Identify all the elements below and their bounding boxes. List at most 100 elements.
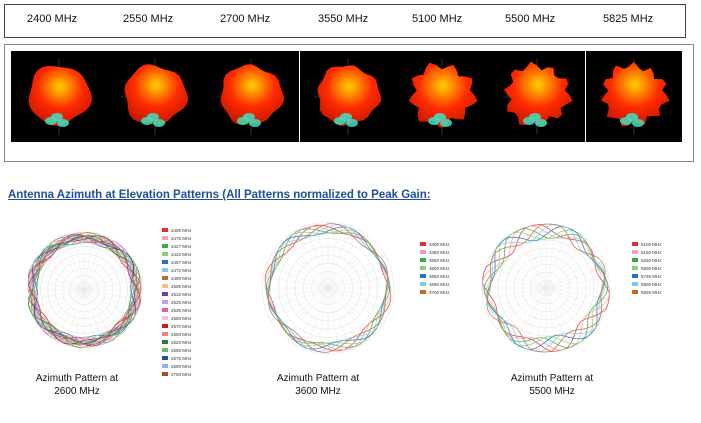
- legend-label: 2525 MHz: [171, 299, 192, 305]
- legend-label: 3600 MHz: [429, 265, 450, 271]
- legend-label: 3450 MHz: [429, 249, 450, 255]
- legend-item: 5100 MHz: [632, 240, 662, 248]
- legend-item: 2490 MHz: [162, 274, 192, 282]
- legend-item: 3400 MHz: [420, 240, 450, 248]
- series-line: [29, 235, 139, 345]
- legend-item: 3700 MHz: [420, 288, 450, 296]
- legend-item: 2690 MHz: [162, 362, 192, 370]
- legend-label: 5150 MHz: [641, 249, 662, 255]
- legend-swatch: [162, 300, 168, 304]
- legend-item: 3600 MHz: [420, 264, 450, 272]
- series-line: [486, 223, 606, 353]
- legend-item: 2457 MHz: [162, 258, 192, 266]
- legend-swatch: [162, 348, 168, 352]
- legend-swatch: [420, 250, 426, 254]
- legend-5500: 5100 MHz 5150 MHz 5250 MHz 5500 MHz 5725 MHz…: [632, 240, 662, 296]
- frequency-header: [4, 4, 686, 38]
- series-line: [485, 229, 607, 347]
- legend-item: 2700 MHz: [162, 370, 192, 378]
- legend-swatch: [162, 292, 168, 296]
- radiation-pattern-3d: [300, 51, 396, 142]
- caption-5500: Azimuth Pattern at 5500 MHz: [492, 372, 612, 398]
- legend-label: 2505 MHz: [171, 283, 192, 289]
- legend-item: 2675 MHz: [162, 354, 192, 362]
- caption-2600-line2: 2600 MHz: [54, 386, 100, 397]
- legend-item: 2525 MHz: [162, 298, 192, 306]
- caption-2600-line1: Azimuth Pattern at: [35, 373, 119, 384]
- series-line: [265, 228, 391, 348]
- radiation-pattern-3d: [394, 51, 490, 142]
- section-heading: Antenna Azimuth at Elevation Patterns (A…: [8, 189, 431, 201]
- legend-2600: 2405 MHz 2475 MHz 2427 MHz 2442 MHz 2457 MHz…: [162, 226, 192, 378]
- legend-swatch: [420, 266, 426, 270]
- legend-item: 2442 MHz: [162, 250, 192, 258]
- legend-label: 3400 MHz: [429, 241, 450, 247]
- legend-item: 2475 MHz: [162, 234, 192, 242]
- legend-swatch: [162, 364, 168, 368]
- caption-5500-line2: 5500 MHz: [529, 386, 575, 397]
- azimuth-chart-3600: [250, 220, 410, 360]
- legend-swatch: [162, 356, 168, 360]
- pattern-lobe: [317, 65, 382, 127]
- legend-label: 2490 MHz: [171, 275, 192, 281]
- legend-swatch: [162, 324, 168, 328]
- legend-item: 5925 MHz: [632, 288, 662, 296]
- radiation-pattern-3d: [586, 51, 682, 142]
- legend-item: 5150 MHz: [632, 248, 662, 256]
- series-line: [268, 223, 388, 353]
- legend-label: 5725 MHz: [641, 273, 662, 279]
- legend-label: 5925 MHz: [641, 289, 662, 295]
- legend-label: 2570 MHz: [171, 323, 192, 329]
- legend-label: 3690 MHz: [429, 281, 450, 287]
- frequency-label: 2400 MHz: [27, 13, 78, 25]
- legend-label: 2405 MHz: [171, 227, 192, 233]
- caption-3600-line2: 3600 MHz: [295, 386, 341, 397]
- frequency-label: 5500 MHz: [505, 13, 556, 25]
- legend-item: 5250 MHz: [632, 256, 662, 264]
- azimuth-chart-2600: [28, 220, 148, 360]
- series-line: [28, 235, 141, 345]
- legend-label: 2600 MHz: [171, 331, 192, 337]
- pattern-lobe: [28, 65, 92, 126]
- legend-swatch: [632, 242, 638, 246]
- legend-label: 2550 MHz: [171, 315, 192, 321]
- legend-item: 5725 MHz: [632, 272, 662, 280]
- frequency-label: 5825 MHz: [603, 13, 654, 25]
- legend-swatch: [420, 274, 426, 278]
- caption-5500-line1: Azimuth Pattern at: [510, 373, 594, 384]
- legend-label: 5500 MHz: [641, 265, 662, 271]
- series-line: [486, 223, 606, 353]
- legend-swatch: [162, 284, 168, 288]
- series-line: [30, 235, 138, 345]
- legend-label: 2620 MHz: [171, 339, 192, 345]
- legend-item: 3650 MHz: [420, 272, 450, 280]
- legend-3600: 3400 MHz 3450 MHz 3550 MHz 3600 MHz 3650 MHz…: [420, 240, 450, 296]
- legend-label: 2675 MHz: [171, 355, 192, 361]
- legend-label: 2690 MHz: [171, 363, 192, 369]
- legend-swatch: [162, 244, 168, 248]
- legend-swatch: [420, 242, 426, 246]
- legend-label: 2655 MHz: [171, 347, 192, 353]
- legend-item: 2427 MHz: [162, 242, 192, 250]
- legend-swatch: [162, 228, 168, 232]
- legend-label: 2457 MHz: [171, 259, 192, 265]
- legend-swatch: [162, 260, 168, 264]
- legend-label: 3650 MHz: [429, 273, 450, 279]
- frequency-label: 5100 MHz: [412, 13, 463, 25]
- legend-item: 2600 MHz: [162, 330, 192, 338]
- caption-3600: Azimuth Pattern at 3600 MHz: [258, 372, 378, 398]
- legend-label: 2535 MHz: [171, 307, 192, 313]
- legend-swatch: [632, 282, 638, 286]
- legend-item: 2550 MHz: [162, 314, 192, 322]
- series-line: [266, 229, 390, 347]
- legend-item: 2620 MHz: [162, 338, 192, 346]
- legend-item: 2405 MHz: [162, 226, 192, 234]
- legend-item: 5500 MHz: [632, 264, 662, 272]
- legend-item: 3690 MHz: [420, 280, 450, 288]
- legend-swatch: [162, 236, 168, 240]
- series-line: [482, 224, 610, 352]
- pattern-lobe: [601, 61, 670, 127]
- series-line: [486, 225, 606, 351]
- frequency-label: 2700 MHz: [220, 13, 271, 25]
- frequency-label: 2550 MHz: [123, 13, 174, 25]
